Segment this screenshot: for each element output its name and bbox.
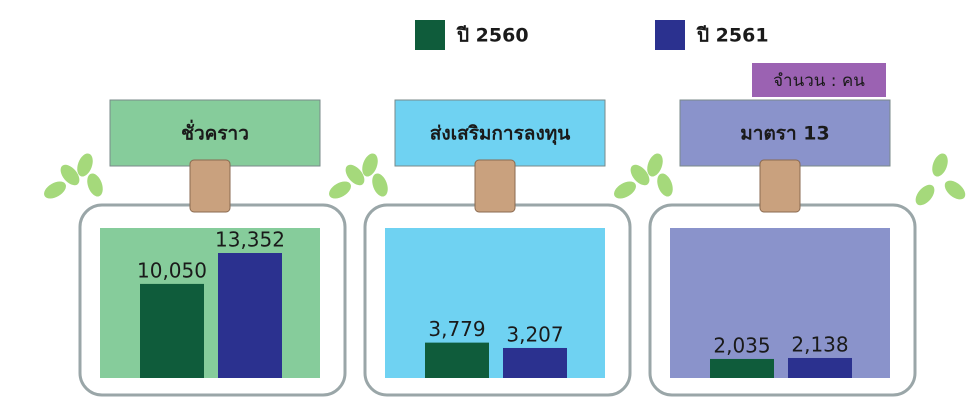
leaf-decoration bbox=[932, 153, 948, 177]
panel-title: มาตรา 13 bbox=[740, 123, 829, 145]
leaf-decoration bbox=[60, 164, 80, 186]
leaf-decoration bbox=[372, 173, 388, 197]
panel-background bbox=[385, 228, 605, 378]
bar bbox=[425, 342, 489, 378]
leaf-decoration bbox=[944, 180, 966, 200]
value-label: 2,138 bbox=[791, 332, 848, 356]
leaf-decoration bbox=[630, 164, 650, 186]
leaf-decoration bbox=[362, 153, 378, 177]
value-label: 3,207 bbox=[506, 322, 563, 346]
clothespin bbox=[759, 159, 801, 213]
bar bbox=[710, 358, 774, 378]
clothespin bbox=[474, 159, 516, 213]
panel-header bbox=[109, 99, 321, 167]
value-label: 3,779 bbox=[428, 317, 485, 341]
unit-box bbox=[752, 63, 886, 97]
bar bbox=[218, 253, 282, 378]
leaf-decoration bbox=[87, 173, 103, 197]
leaf-decoration bbox=[915, 184, 935, 206]
value-label: 10,050 bbox=[137, 258, 207, 282]
leaf-decoration bbox=[614, 181, 636, 199]
bar bbox=[140, 283, 204, 378]
leaf-decoration bbox=[329, 181, 351, 199]
value-label: 13,352 bbox=[215, 228, 285, 252]
legend-label: ปี 2560 bbox=[456, 25, 528, 47]
panel-header bbox=[679, 99, 891, 167]
value-label: 2,035 bbox=[713, 333, 770, 357]
panel-title: ชั่วคราว bbox=[181, 120, 249, 145]
leaf-decoration bbox=[345, 164, 365, 186]
leaf-decoration bbox=[657, 173, 673, 197]
leaf-decoration bbox=[77, 153, 93, 177]
bar bbox=[788, 357, 852, 378]
legend-swatch bbox=[655, 20, 685, 50]
clothespin bbox=[189, 159, 231, 213]
panel-background bbox=[670, 228, 890, 378]
legend-swatch bbox=[415, 20, 445, 50]
leaf-decoration bbox=[44, 181, 66, 199]
leaf-decoration bbox=[647, 153, 663, 177]
panel-title: ส่งเสริมการลงทุน bbox=[430, 123, 571, 146]
panel-header bbox=[394, 99, 606, 167]
legend-label: ปี 2561 bbox=[696, 25, 768, 47]
unit-label: จำนวน : คน bbox=[773, 71, 865, 91]
panel-background bbox=[100, 228, 320, 378]
bar bbox=[503, 347, 567, 378]
